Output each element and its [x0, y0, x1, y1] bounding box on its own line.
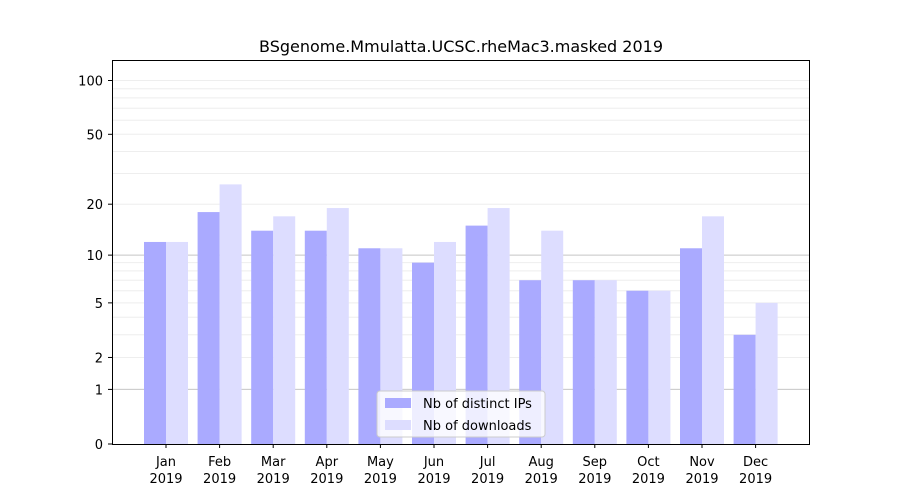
x-tick-label-year: 2019 [257, 472, 290, 487]
legend: Nb of distinct IPs Nb of downloads [376, 390, 546, 438]
y-tick-label: 5 [95, 297, 103, 312]
legend-label-downloads: Nb of downloads [423, 419, 532, 434]
x-tick-label-month: Jun [423, 455, 444, 470]
x-tick-label-month: Feb [208, 455, 231, 470]
bar-ips-feb [197, 212, 220, 444]
x-tick-label-month: May [367, 455, 394, 470]
bar-ips-oct [626, 290, 649, 444]
y-axis: 0 1 2 5 10 20 50 100 [78, 74, 112, 453]
legend-swatch-ips [385, 398, 411, 408]
bar-downloads-aug [541, 230, 564, 444]
bar-downloads-sep [594, 280, 617, 444]
x-tick-label-year: 2019 [525, 472, 558, 487]
x-tick-label-month: Oct [637, 455, 659, 470]
y-tick-label: 100 [78, 74, 103, 89]
legend-box [376, 390, 546, 438]
bar-ips-jul [465, 225, 488, 444]
x-tick-label-year: 2019 [149, 472, 182, 487]
bar-ips-sep [572, 280, 595, 444]
x-axis: Jan 2019 Feb 2019 Mar 2019 Apr 2019 May 2019 Jun 20… [149, 444, 772, 487]
bar-downloads-nov [702, 216, 724, 444]
x-tick-label-year: 2019 [310, 472, 343, 487]
x-tick-label-month: Nov [689, 455, 715, 470]
y-tick-label: 0 [95, 438, 103, 453]
bar-downloads-dec [755, 302, 778, 444]
plot-frame [112, 60, 810, 445]
y-tick-label: 10 [86, 249, 103, 264]
x-tick-label-month: Dec [743, 455, 768, 470]
bar-downloads-oct [648, 290, 671, 444]
x-tick-label-year: 2019 [739, 472, 772, 487]
x-tick-label-year: 2019 [203, 472, 236, 487]
x-tick-label-month: Mar [261, 455, 286, 470]
bar-downloads-jul [487, 208, 510, 444]
bar-ips-may [358, 248, 381, 444]
x-tick-label-month: Jul [479, 455, 496, 470]
bar-downloads-feb [219, 184, 242, 445]
legend-swatch-downloads [385, 420, 411, 430]
x-tick-label-month: Aug [529, 455, 554, 470]
x-tick-label-month: Apr [316, 455, 339, 470]
x-tick-label-year: 2019 [417, 472, 450, 487]
y-tick-label: 20 [86, 198, 103, 213]
x-tick-label-month: Sep [583, 455, 608, 470]
bar-downloads-jan [166, 241, 188, 444]
bar-downloads-mar [273, 216, 296, 444]
bar-ips-jan [144, 241, 166, 444]
chart-title: BSgenome.Mmulatta.UCSC.rheMac3.masked 20… [259, 37, 663, 56]
y-tick-label: 50 [86, 128, 103, 143]
x-tick-label-year: 2019 [685, 472, 718, 487]
bar-ips-nov [680, 248, 702, 444]
y-tick-label: 2 [95, 351, 103, 366]
x-tick-label-year: 2019 [632, 472, 665, 487]
x-tick-label-year: 2019 [578, 472, 611, 487]
bar-downloads-apr [326, 208, 349, 444]
bar-ips-apr [304, 230, 327, 444]
legend-label-ips: Nb of distinct IPs [423, 397, 532, 412]
x-tick-label-year: 2019 [364, 472, 397, 487]
bar-ips-mar [251, 230, 274, 444]
bar-ips-dec [733, 334, 756, 444]
y-tick-label: 1 [95, 383, 103, 398]
x-tick-label-month: Jan [155, 455, 176, 470]
x-tick-label-year: 2019 [471, 472, 504, 487]
